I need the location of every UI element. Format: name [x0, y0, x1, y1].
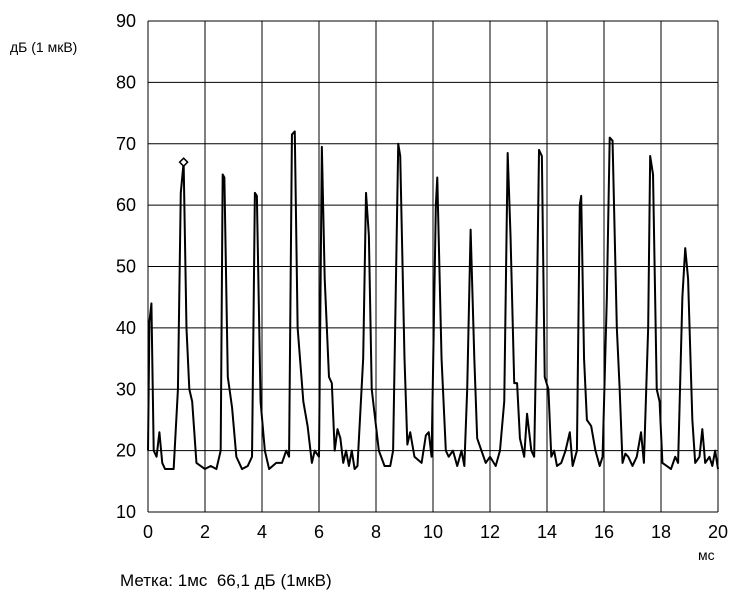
y-tick-label: 20: [116, 441, 136, 461]
y-tick-label: 90: [116, 11, 136, 31]
x-tick-label: 20: [708, 522, 728, 542]
y-tick-label: 30: [116, 379, 136, 399]
x-tick-label: 6: [314, 522, 324, 542]
x-tick-label: 2: [200, 522, 210, 542]
y-tick-label: 70: [116, 134, 136, 154]
x-tick-label: 14: [537, 522, 557, 542]
caption: Метка: 1мс 66,1 дБ (1мкВ): [120, 571, 332, 590]
y-tick-label: 50: [116, 257, 136, 277]
x-tick-label: 12: [480, 522, 500, 542]
y-tick-label: 60: [116, 195, 136, 215]
x-tick-label: 4: [257, 522, 267, 542]
y-axis-label: дБ (1 мкВ): [10, 39, 77, 55]
y-tick-label: 40: [116, 318, 136, 338]
x-tick-label: 18: [651, 522, 671, 542]
data-line: [147, 130, 719, 471]
x-tick-label: 10: [423, 522, 443, 542]
x-tick-label: 8: [371, 522, 381, 542]
y-tick-label: 10: [116, 502, 136, 522]
y-tick-label: 80: [116, 72, 136, 92]
x-tick-label: 16: [594, 522, 614, 542]
x-axis-label: мс: [698, 547, 715, 563]
x-tick-label: 0: [143, 522, 153, 542]
marker: [178, 157, 189, 168]
